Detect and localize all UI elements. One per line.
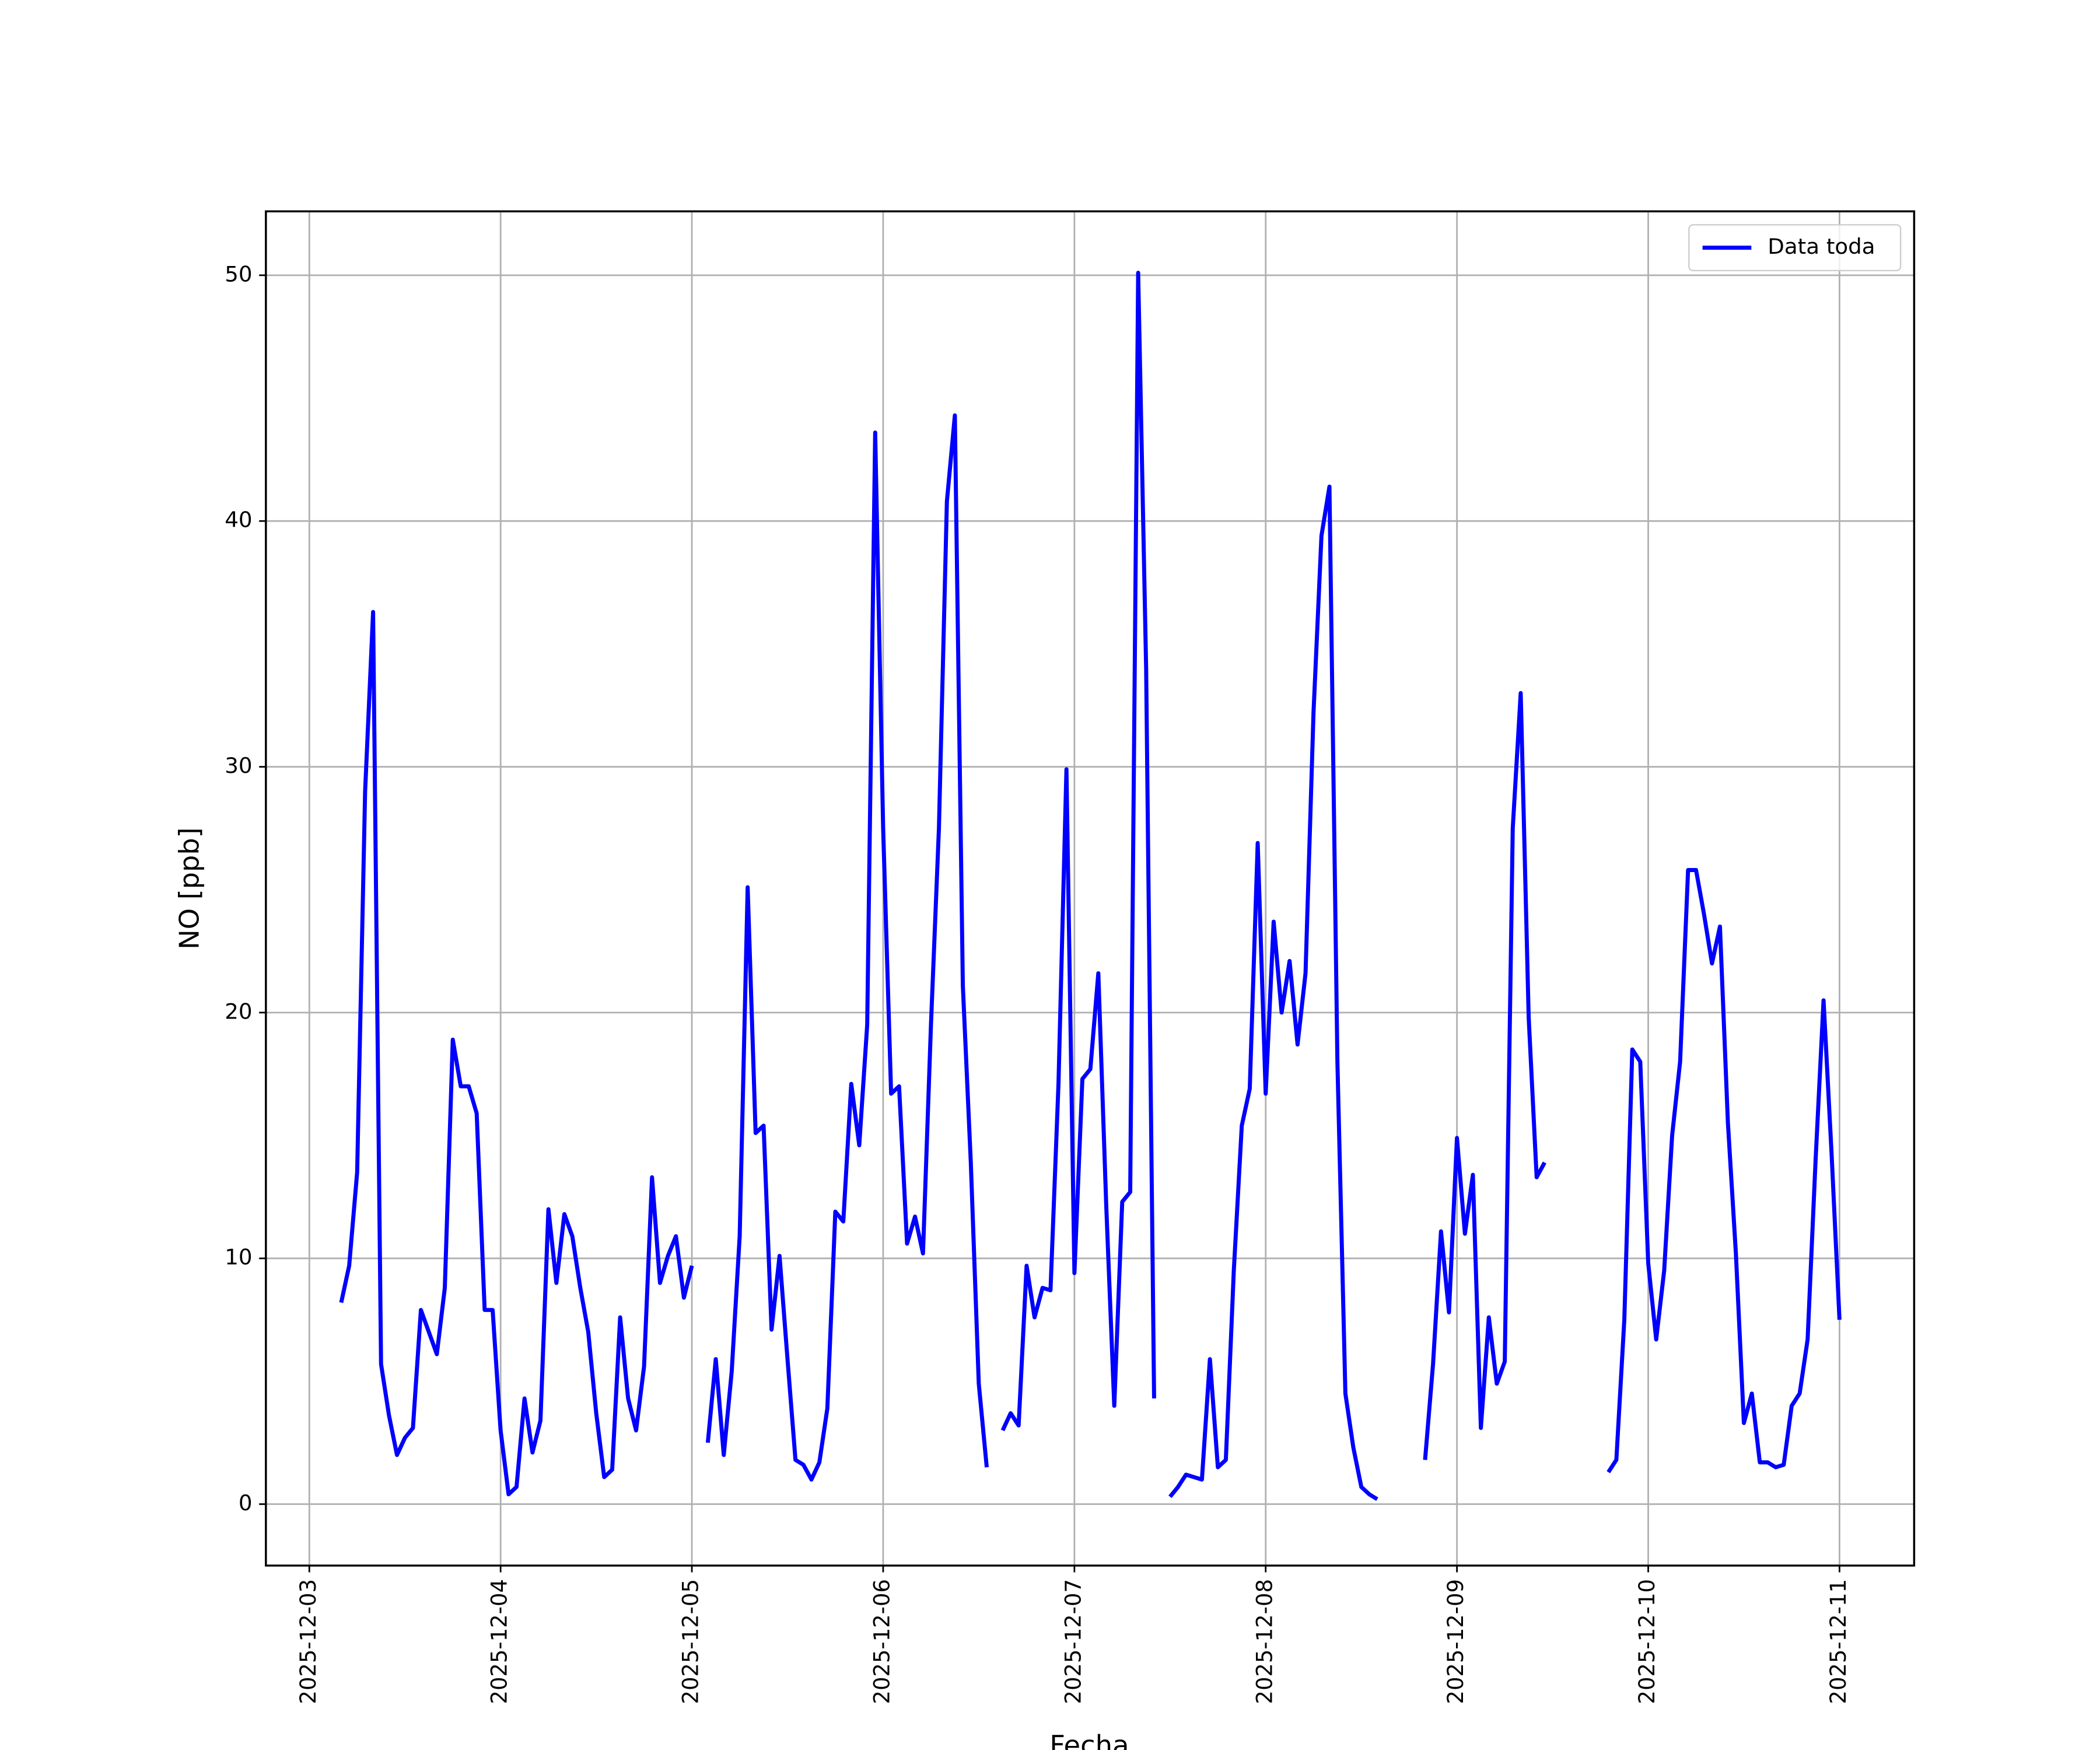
- data-line: [339, 271, 1842, 1502]
- y-tick-label: 0: [239, 1490, 253, 1516]
- x-tick-label: 2025-12-10: [1634, 1579, 1660, 1704]
- x-tick-label: 2025-12-07: [1060, 1579, 1086, 1704]
- y-tick-label: 50: [225, 261, 252, 286]
- x-tick-label: 2025-12-06: [869, 1579, 894, 1704]
- y-tick-label: 20: [225, 999, 252, 1024]
- y-tick-label: 30: [225, 753, 252, 778]
- legend-box: [1688, 224, 1902, 271]
- legend-label: Data toda: [1768, 234, 1875, 259]
- y-tick-label: 40: [225, 508, 252, 533]
- x-tick-label: 2025-12-03: [296, 1579, 321, 1704]
- x-tick-label: 2025-12-09: [1443, 1579, 1468, 1704]
- y-axis-label: NO [ppb]: [173, 827, 205, 949]
- x-tick-label: 2025-12-08: [1252, 1579, 1277, 1704]
- x-tick-label: 2025-12-04: [487, 1579, 512, 1704]
- x-tick-label: 2025-12-11: [1826, 1579, 1851, 1704]
- x-axis-label: Fecha: [1049, 1730, 1129, 1750]
- plot-frame: [265, 210, 1916, 1567]
- y-tick-label: 10: [225, 1245, 252, 1270]
- x-tick-label: 2025-12-05: [678, 1579, 703, 1704]
